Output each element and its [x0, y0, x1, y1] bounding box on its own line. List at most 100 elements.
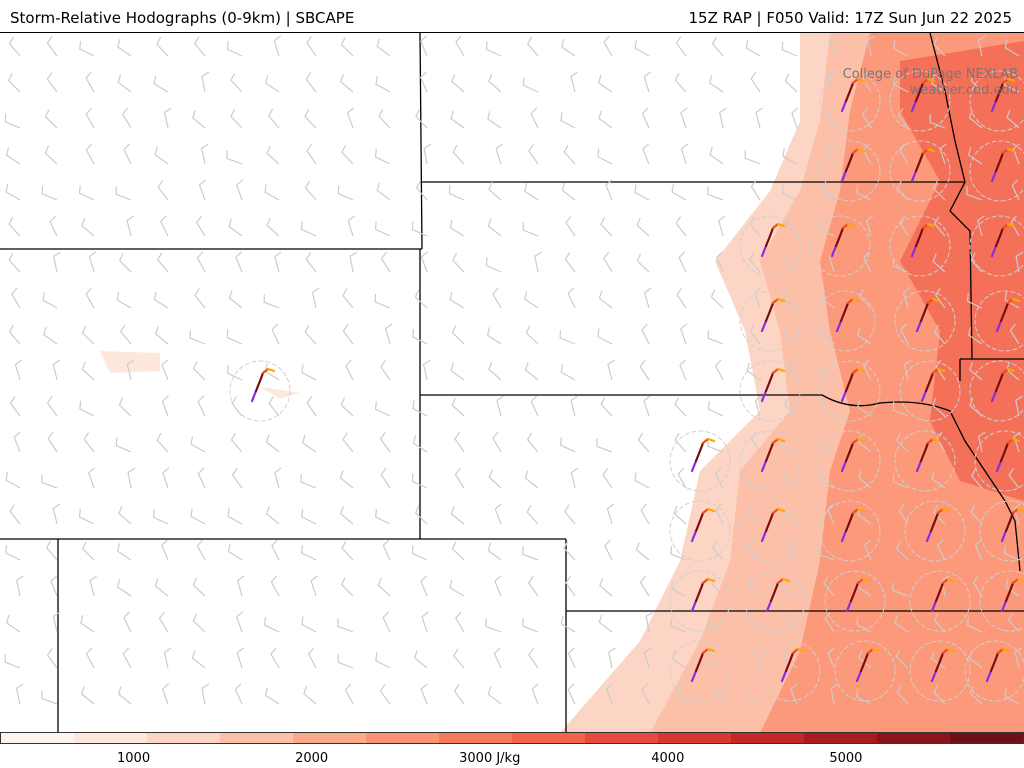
wind-barb	[598, 290, 613, 309]
wind-barb	[746, 362, 761, 381]
colorbar-segment	[220, 733, 293, 743]
wind-barb	[201, 683, 210, 705]
wind-barb	[929, 114, 946, 129]
wind-barb	[931, 650, 946, 669]
wind-barb	[305, 72, 317, 93]
colorbar-tick-label: 5000	[829, 751, 863, 766]
wind-barb	[87, 467, 96, 489]
wind-barb	[670, 618, 687, 633]
wind-barb	[15, 683, 24, 705]
wind-barb	[115, 186, 132, 201]
hodograph	[979, 500, 1024, 562]
wind-barb	[829, 35, 838, 57]
wind-barb	[8, 36, 21, 57]
wind-barb	[966, 186, 983, 201]
wind-barb	[116, 291, 132, 309]
wind-barb	[892, 582, 909, 597]
wind-barb	[598, 75, 613, 93]
wind-barb	[608, 647, 616, 669]
wind-barb	[226, 365, 243, 381]
wind-barb	[970, 252, 983, 273]
wind-barb	[526, 36, 539, 57]
wind-barb	[968, 361, 983, 381]
wind-barb	[13, 431, 21, 453]
wind-barb	[452, 144, 465, 165]
wind-barb	[301, 616, 317, 633]
wind-barb	[270, 647, 280, 669]
wind-barb	[933, 324, 946, 345]
wind-barb	[670, 546, 687, 561]
wind-barb	[746, 615, 761, 633]
wind-barb	[561, 39, 576, 57]
wind-barb	[565, 575, 576, 597]
wind-barb	[235, 611, 244, 633]
wind-barb	[121, 107, 132, 129]
wind-barb	[190, 436, 206, 453]
map-panel[interactable]: College of DuPage NEXLAB weather.cod.edu	[0, 32, 1024, 733]
wind-barb	[487, 218, 502, 237]
wind-barb	[81, 361, 95, 381]
wind-barb	[265, 434, 280, 453]
wind-barb	[311, 287, 320, 309]
wind-barb	[492, 287, 502, 309]
wind-barb	[376, 38, 391, 57]
wind-barb	[126, 215, 135, 237]
wind-barb	[192, 577, 206, 597]
wind-barb	[711, 576, 724, 597]
wind-barb	[345, 359, 354, 381]
wind-barb	[380, 359, 391, 381]
wind-barb	[487, 686, 502, 705]
wind-barb	[970, 504, 983, 525]
wind-barb	[153, 291, 169, 309]
colorbar-segment	[731, 733, 804, 743]
hodograph	[819, 70, 881, 132]
wind-barb	[856, 184, 872, 201]
wind-barb	[342, 288, 354, 309]
wind-barb	[264, 363, 280, 381]
wind-barb	[88, 251, 97, 273]
wind-barb	[47, 431, 58, 453]
wind-barb	[374, 508, 391, 525]
wind-barb	[237, 575, 245, 597]
wind-barb	[306, 143, 317, 165]
wind-barb	[534, 251, 542, 273]
wind-barb	[564, 252, 576, 273]
hodograph	[229, 360, 291, 422]
credit-watermark: College of DuPage NEXLAB weather.cod.edu	[842, 67, 1018, 98]
wind-barb	[563, 540, 576, 561]
wind-barb	[270, 575, 280, 597]
wind-barb	[53, 251, 61, 273]
wind-barb	[228, 290, 243, 309]
wind-barb	[496, 395, 504, 417]
wind-barb	[707, 330, 724, 345]
wind-barb	[857, 399, 872, 417]
wind-barb	[524, 470, 539, 489]
wind-barb	[671, 183, 687, 201]
wind-barb	[643, 71, 652, 93]
hodograph	[739, 360, 801, 422]
wind-barb	[419, 35, 428, 57]
wind-barb	[933, 216, 946, 237]
wind-barb	[744, 150, 761, 165]
wind-barb	[486, 327, 502, 345]
wind-barb	[5, 471, 21, 489]
wind-barb	[644, 287, 652, 309]
wind-barb	[933, 505, 946, 525]
wind-barb	[382, 539, 391, 561]
wind-barb	[524, 291, 539, 309]
wind-barb	[81, 541, 95, 561]
wind-barb	[748, 252, 761, 273]
wind-barb	[197, 395, 206, 417]
wind-barb	[195, 215, 206, 237]
wind-barb	[9, 396, 21, 417]
wind-barb	[892, 473, 909, 489]
wind-barb	[676, 287, 687, 309]
wind-barb	[599, 577, 613, 597]
wind-barb	[300, 221, 317, 237]
hodograph	[819, 430, 881, 492]
wind-barb	[46, 396, 58, 417]
wind-barb	[375, 76, 391, 93]
wind-barb	[560, 112, 576, 129]
wind-barb	[560, 364, 576, 381]
hodograph	[974, 430, 1024, 492]
